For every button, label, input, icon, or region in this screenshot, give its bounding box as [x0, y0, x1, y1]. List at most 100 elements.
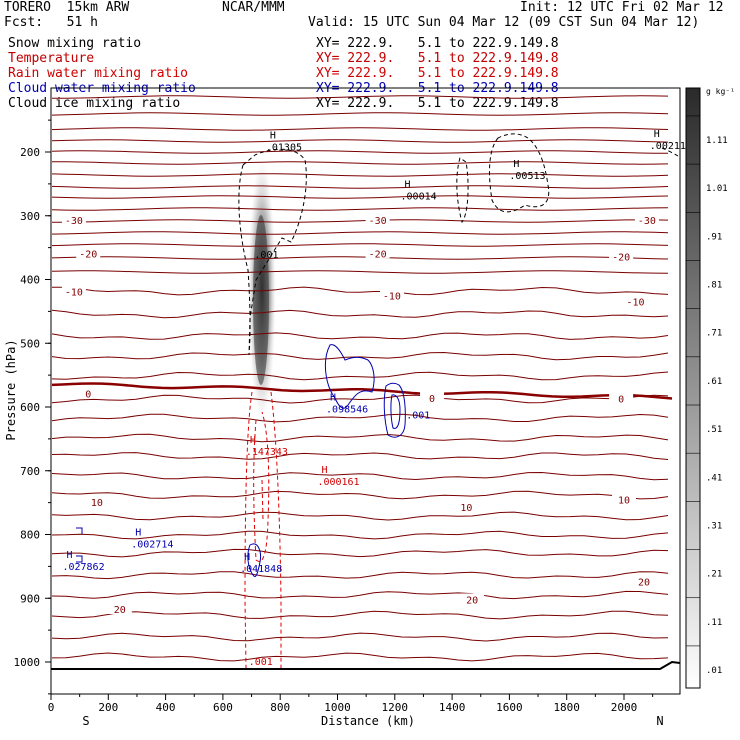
isotherm [51, 371, 669, 381]
x-tick-label: 1200 [382, 701, 409, 714]
colorbar-label: .51 [706, 425, 722, 435]
max-marker: H [66, 550, 72, 561]
x-tick-label: 400 [156, 701, 176, 714]
cloud-water-contour [247, 543, 261, 577]
snow-contour [456, 157, 469, 224]
isotherm [51, 452, 669, 460]
isotherm [51, 231, 669, 235]
temperature-label: -30 [65, 216, 83, 227]
valid-time: Valid: 15 UTC Sun 04 Mar 12 (09 CST Sun … [308, 15, 700, 30]
model-title: TORERO 15km ARW [4, 0, 130, 15]
temperature-label: -30 [638, 216, 656, 227]
south-endpoint: S [82, 714, 89, 728]
contour-label: .001 [254, 250, 278, 261]
x-tick-label: 0 [48, 701, 55, 714]
isotherm [51, 571, 669, 580]
temperature-label: 10 [460, 503, 472, 514]
temp-label-bg [84, 495, 109, 507]
temp-label-bg [365, 214, 390, 226]
colorbar-label: .01 [706, 666, 722, 676]
isotherm [51, 112, 669, 116]
max-marker: H [135, 528, 141, 539]
temp-label-bg [623, 295, 648, 307]
temp-label-bg [107, 603, 132, 614]
isotherm [51, 548, 669, 558]
isotherm [51, 490, 669, 500]
temperature-label: 0 [85, 390, 91, 401]
contour-label: .001 [406, 410, 430, 421]
snow-plume-core [253, 215, 269, 385]
x-tick-labels: 0 200 400 600 800 1000 1200 1400 1600 1800 2000 [48, 701, 638, 714]
colorbar-label: .11 [706, 618, 722, 628]
max-value: .002714 [131, 540, 173, 551]
temperature-label: 20 [638, 578, 650, 589]
contour-label: .001 [249, 657, 273, 668]
isotherm [51, 530, 669, 540]
temperature-label: 0 [618, 395, 624, 406]
colorbar-label: 1.11 [706, 136, 728, 146]
max-marker: H [654, 129, 660, 140]
y-tick-label: 700 [20, 465, 40, 478]
temp-label-bg [61, 214, 86, 226]
temp-label-bg [634, 214, 659, 226]
colorbar-label: .61 [706, 377, 722, 387]
y-tick-label: 1000 [14, 656, 41, 669]
temp-label-bg [609, 250, 634, 262]
freezing-isotherm [51, 382, 673, 400]
legend-field-rain: Rain water mixing ratio [8, 66, 189, 81]
y-tick-label: 600 [20, 401, 40, 414]
cloud-water-contour [383, 382, 406, 438]
snow-contours [238, 133, 679, 356]
x-tick-label: 1600 [496, 701, 523, 714]
temp-label-bg [76, 247, 101, 259]
colorbar-units: g kg⁻¹ [706, 87, 735, 96]
isotherm [51, 471, 669, 481]
x-tick-label: 1000 [324, 701, 351, 714]
temp-label-bg [420, 391, 445, 403]
y-tick-label: 500 [20, 337, 40, 350]
snow-contour [489, 133, 550, 213]
snow-shading [248, 160, 276, 420]
y-tick-label: 800 [20, 529, 40, 542]
max-value: .147343 [246, 447, 288, 458]
isotherm [51, 150, 668, 154]
cloud-water-contour [324, 344, 375, 409]
x-tick-label: 2000 [611, 701, 638, 714]
axis-ticks [45, 119, 654, 700]
x-axis-label: Distance (km) [321, 714, 415, 728]
isotherm [51, 127, 669, 131]
rain-contour [244, 391, 253, 669]
isotherm [51, 351, 669, 361]
isotherm [51, 195, 669, 199]
max-marker: H [321, 465, 327, 476]
max-value: .098546 [326, 404, 368, 415]
legend-xy-temperature: XY= 222.9. 5.1 to 222.9.149.8 [316, 51, 559, 66]
isotherm [51, 590, 669, 600]
x-tick-label: 200 [98, 701, 118, 714]
isotherm [51, 256, 669, 260]
max-value: .000161 [317, 477, 359, 488]
colorbar-label: .31 [706, 521, 722, 531]
colorbar-bar [685, 87, 701, 689]
max-marker: H [270, 130, 276, 141]
colorbar-label: .41 [706, 473, 722, 483]
cloud-water-contours [76, 344, 406, 577]
y-tick-label: 300 [20, 210, 40, 223]
y-tick-label: 400 [20, 274, 40, 287]
temp-label-bg [460, 593, 485, 605]
y-tick-label: 900 [20, 592, 40, 605]
isotherm [51, 173, 669, 177]
isotherm [51, 610, 669, 620]
rain-contour [261, 479, 264, 521]
max-value: .00513 [509, 171, 545, 182]
temperature-label: -30 [369, 216, 387, 227]
temperature-label: -10 [383, 291, 401, 302]
cloud-water-contour [390, 394, 401, 429]
isotherm [51, 139, 669, 143]
isotherm [51, 433, 669, 443]
temperature-contours [51, 95, 673, 662]
temperature-label: 10 [618, 495, 630, 506]
y-tick-label: 200 [20, 146, 40, 159]
temperature-label: 20 [466, 595, 478, 606]
contour-value-labels: .001 .001 .001 [249, 250, 431, 668]
